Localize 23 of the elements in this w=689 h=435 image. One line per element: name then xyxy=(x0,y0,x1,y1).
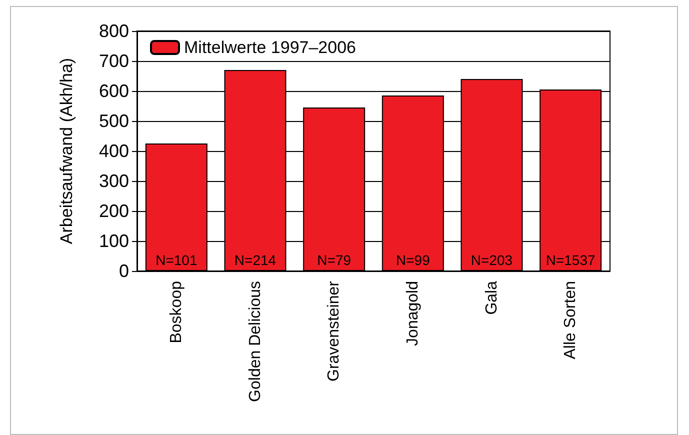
y-tick-label: 100 xyxy=(98,231,129,251)
y-tick-label: 300 xyxy=(98,171,129,191)
x-tick-label: Gala xyxy=(483,280,500,315)
y-tick-label: 600 xyxy=(98,81,129,101)
y-tick-label: 0 xyxy=(118,261,129,281)
y-tick-label: 700 xyxy=(98,51,129,71)
y-tick-label: 200 xyxy=(98,201,129,221)
annotation: N=214 xyxy=(234,252,276,268)
annotation: N=101 xyxy=(156,252,198,268)
annotation: N=203 xyxy=(470,252,513,268)
y-tick-label: 800 xyxy=(98,21,129,41)
y-axis-title: Arbeitsaufwand (Akh/ha) xyxy=(57,58,76,244)
annotation: N=79 xyxy=(317,252,352,268)
x-tick-label: Alle Sorten xyxy=(562,281,580,360)
annotation: N=99 xyxy=(396,252,430,268)
y-tick-label: 500 xyxy=(98,111,129,131)
y-tick-label: 400 xyxy=(98,141,129,161)
legend-label: Mittelwerte 1997–2006 xyxy=(184,38,356,57)
x-tick-label: Gravensteiner xyxy=(326,280,343,382)
x-tick-label: Jonagold xyxy=(404,281,422,346)
x-tick-label: Boskoop xyxy=(168,280,185,344)
annotation: N=1537 xyxy=(546,252,596,268)
x-tick-label: Golden Delicious xyxy=(246,281,264,402)
